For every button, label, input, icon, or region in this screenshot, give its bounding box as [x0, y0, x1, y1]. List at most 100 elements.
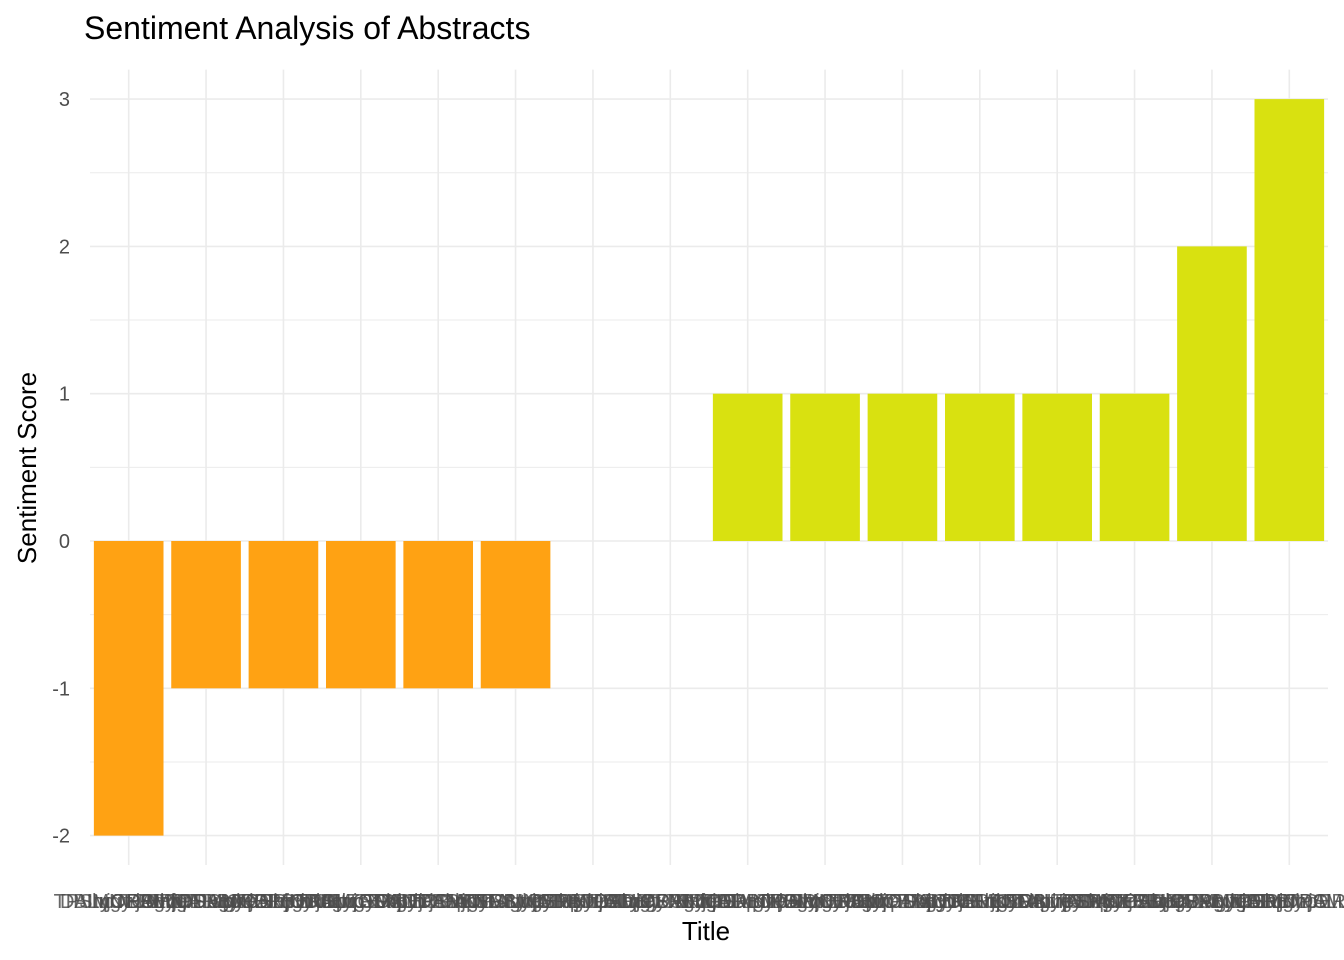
x-tick-label: DALugyCER: [590, 891, 703, 913]
x-tick-label: gyCERBIhp: [797, 891, 902, 913]
x-tick-label: gyCERBIhp: [683, 891, 788, 913]
x-tick-label: CERBIhpTP: [991, 891, 1100, 913]
x-tick-label: PSMNtrjOD: [642, 891, 746, 913]
x-tick-label: PSMNtrjOD: [1172, 891, 1276, 913]
x-tick-label: IhpTPSMNt: [553, 891, 657, 913]
y-tick-label: -2: [52, 826, 70, 848]
x-tick-label: jODALugyC: [283, 891, 390, 913]
x-tick-label: jODALugyC: [396, 891, 503, 913]
bars: [93, 99, 1325, 836]
x-tick-label: CERBIhpTP: [1104, 891, 1213, 913]
x-tick-label: CERBIhpTP: [461, 891, 570, 913]
x-tick-label: TPSMNtrjO: [54, 891, 156, 913]
x-tick-label: trjODALug: [94, 891, 187, 913]
x-tick-label: ODALugyCE: [226, 891, 341, 913]
x-tick-label: trjODALug: [1153, 891, 1246, 913]
x-tick-label: DALugyCER: [60, 891, 173, 913]
x-tick-label: NtrjODALu: [675, 891, 772, 913]
y-tick-label: 1: [59, 384, 70, 406]
x-tick-label: RBIhpTPSM: [126, 891, 237, 913]
x-tick-label: TPSMNtrjO: [1226, 891, 1328, 913]
x-tick-label: trjODALug: [624, 891, 717, 913]
x-tick-label: ERBIhpTPS: [938, 891, 1046, 913]
x-tick-label: TPSMNtrjO: [167, 891, 269, 913]
x-tick-label: BIhpTPSMN: [73, 891, 184, 913]
bar: [1177, 246, 1247, 541]
x-tick-label: NtrjODALu: [259, 891, 356, 913]
x-tick-label: MNtrjODAL: [953, 891, 1055, 913]
x-tick-label: ERBIhpTPS: [408, 891, 516, 913]
y-tick-label: 0: [59, 531, 70, 553]
x-tick-label: NtrjODALu: [789, 891, 886, 913]
bar: [325, 541, 396, 689]
x-tick-label: rjODALugy: [455, 891, 553, 913]
x-tick-label: BIhpTPSMN: [1246, 891, 1344, 913]
x-tick-label: LugyCERBI: [904, 891, 1009, 913]
x-tick-label: rjODALugy: [984, 891, 1082, 913]
x-tick-label: NtrjODALu: [146, 891, 243, 913]
x-tick-label: yCERBIhpT: [516, 891, 622, 913]
x-tick-label: MNtrjODAL: [839, 891, 941, 913]
x-tick-label: rjODALugy: [1098, 891, 1196, 913]
x-tick-label: BIhpTPSMN: [1132, 891, 1243, 913]
bar: [171, 541, 241, 689]
x-tick-label: hpTPSMNtr: [1029, 891, 1134, 913]
bar: [712, 393, 783, 541]
x-tick-label: ugyCERBIh: [321, 891, 426, 913]
bar: [93, 541, 164, 836]
x-tick-label: rjODALugy: [568, 891, 666, 913]
chart-title: Sentiment Analysis of Abstracts: [84, 10, 531, 46]
x-tick-label: ALugyCERB: [537, 891, 649, 913]
bar: [1099, 393, 1170, 541]
x-tick-label: jODALugyC: [926, 891, 1033, 913]
x-tick-label: gyCERBIhp: [154, 891, 259, 913]
bar: [944, 393, 1015, 541]
x-tick-label: TPSMNtrjO: [697, 891, 799, 913]
y-axis-title: Sentiment Score: [12, 372, 42, 564]
x-tick-label: trjODALug: [1267, 891, 1344, 913]
x-tick-label: DALugyCER: [703, 891, 816, 913]
x-tick-label: LugyCERBI: [1017, 891, 1122, 913]
x-tick-label: RBIhpTPSM: [240, 891, 351, 913]
x-tick-label: yCERBIhpT: [100, 891, 206, 913]
bar: [1254, 99, 1325, 541]
x-axis-tick-labels: TPSMNtrjODALugyCERBIhpTPSMNtrjODALugyCER…: [54, 891, 1344, 913]
x-tick-label: ALugyCERB: [1066, 891, 1178, 913]
bar: [1022, 393, 1093, 541]
y-tick-label: 3: [59, 89, 70, 111]
x-tick-label: SMNtrjODA: [1005, 891, 1110, 913]
x-tick-label: RBIhpTPSM: [769, 891, 880, 913]
x-tick-label: pTPSMNtrj: [223, 891, 321, 913]
x-tick-label: MNtrjODAL: [310, 891, 412, 913]
x-tick-label: ODALugyCE: [869, 891, 984, 913]
bar: [403, 541, 474, 689]
x-tick-label: gyCERBIhp: [1213, 891, 1318, 913]
bar: [867, 393, 938, 541]
x-tick-label: hpTPSMNtr: [916, 891, 1021, 913]
y-tick-label: 2: [59, 236, 70, 258]
x-tick-label: ALugyCERB: [1180, 891, 1292, 913]
x-tick-label: SMNtrjODA: [362, 891, 467, 913]
x-tick-label: ugyCERBIh: [207, 891, 312, 913]
x-tick-label: hpTPSMNtr: [386, 891, 491, 913]
bar: [790, 393, 860, 541]
x-tick-label: ugyCERBIh: [850, 891, 955, 913]
x-tick-label: BIhpTPSMN: [603, 891, 714, 913]
x-tick-label: yCERBIhpT: [1159, 891, 1265, 913]
x-axis-title: Title: [682, 916, 730, 946]
y-axis-ticks: -2 -1 0 1 2 3: [52, 89, 70, 848]
x-tick-label: IhpTPSMNt: [1083, 891, 1187, 913]
x-tick-label: DALugyCER: [1233, 891, 1344, 913]
x-tick-label: pTPSMNtrj: [752, 891, 850, 913]
x-tick-label: PSMNtrjOD: [529, 891, 633, 913]
x-tick-label: PSMNtrjOD: [1058, 891, 1162, 913]
x-tick-label: SMNtrjODA: [475, 891, 580, 913]
x-tick-label: DALugyCER: [173, 891, 286, 913]
x-tick-label: ERBIhpTPS: [825, 891, 933, 913]
x-tick-label: IhpTPSMNt: [440, 891, 544, 913]
bar: [248, 541, 319, 689]
x-tick-label: ODALugyCE: [756, 891, 871, 913]
x-tick-label: yCERBIhpT: [630, 891, 736, 913]
x-tick-label: pTPSMNtrj: [866, 891, 964, 913]
